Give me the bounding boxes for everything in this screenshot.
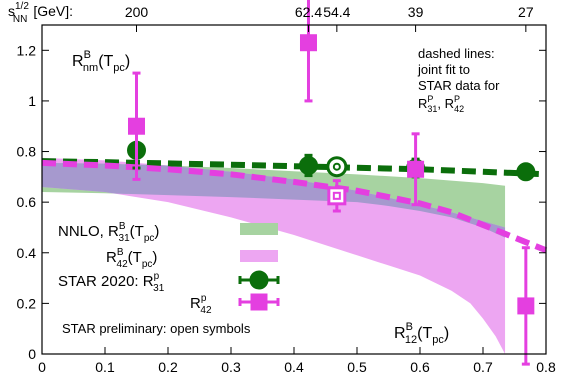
marker-circle <box>516 162 536 182</box>
legend-swatch-r42-band <box>240 250 278 262</box>
x-tick-label-6: 0.6 <box>410 359 430 375</box>
legend-marker-star-r31 <box>238 270 280 290</box>
legend-swatch-r31-band <box>240 223 278 235</box>
y-tick-label-4: 0.8 <box>17 144 37 160</box>
top-axis-label-sub: NN <box>13 14 27 25</box>
top-tick-label-4: 27 <box>518 4 534 20</box>
y-tick-label-5: 1 <box>28 93 36 109</box>
marker-square <box>407 160 425 178</box>
legend-square <box>250 293 268 311</box>
top-tick-label-1: 62.4 <box>295 4 322 20</box>
data-points <box>127 0 536 366</box>
point-r42-0 <box>128 71 145 181</box>
y-tick-label-6: 1.2 <box>17 42 37 58</box>
annotation-r12: RB 12(Tpc) <box>394 321 449 346</box>
axes: 0 0.1 0.2 0.3 0.4 0.5 0.6 0.7 0.8 0 0.2 0.4 0.6 0.8 1 1… <box>17 4 556 375</box>
marker-square-inner <box>332 191 341 200</box>
y-tick-label-3: 0.6 <box>17 194 37 210</box>
marker-square <box>299 34 317 52</box>
point-r31-4 <box>516 162 536 182</box>
legend-label-r42-band: RB 42(Tpc) <box>106 247 157 270</box>
x-tick-label-7: 0.7 <box>473 359 493 375</box>
top-tick-label-2: 54.4 <box>323 4 350 20</box>
marker-circle-inner <box>332 162 341 171</box>
x-tick-label-2: 0.2 <box>158 359 178 375</box>
dashed-note-line-4: RP 31, RP 42 <box>418 94 464 114</box>
point-r31-1 <box>298 153 318 178</box>
dashed-note-line-1: dashed lines: <box>418 46 495 61</box>
x-tick-label-3: 0.3 <box>221 359 241 375</box>
legend-marker-star-r42 <box>238 293 280 311</box>
legend-label-r31-band: NNLO, RB 31(Tpc) <box>58 221 159 244</box>
legend-circle <box>249 270 269 290</box>
legend-label-star-r31: STAR 2020: Rp 31 <box>58 271 165 294</box>
annotation-rnm: RB nm(Tpc) <box>72 49 130 74</box>
marker-square <box>517 297 535 315</box>
x-tick-label-8: 0.8 <box>536 359 556 375</box>
top-tick-label-3: 39 <box>408 4 424 20</box>
point-r42-4 <box>517 246 535 366</box>
dashed-note-line-2: joint fit to <box>417 62 470 77</box>
y-tick-label-0: 0 <box>28 346 36 362</box>
x-tick-label-5: 0.5 <box>347 359 367 375</box>
y-tick-label-2: 0.4 <box>17 245 37 261</box>
marker-circle <box>298 155 318 175</box>
x-tick-label-0: 0 <box>38 359 46 375</box>
x-tick-label-4: 0.4 <box>284 359 304 375</box>
top-axis-label-sup: 1/2 <box>15 1 29 12</box>
preliminary-note: STAR preliminary: open symbols <box>62 321 251 336</box>
band-r42 <box>42 157 506 354</box>
fit-line-0 <box>41 158 547 178</box>
prediction-bands <box>42 157 506 354</box>
x-tick-label-1: 0.1 <box>95 359 115 375</box>
y-tick-label-1: 0.2 <box>17 295 37 311</box>
dashed-note-line-3: STAR data for <box>418 78 500 93</box>
legend-label-star-r42: Rp 42 <box>190 293 212 316</box>
marker-square <box>327 186 347 206</box>
legend: NNLO, RB 31(Tpc) RB 42(Tpc) STAR 2020: Rp 3… <box>58 221 280 316</box>
fit-line-1 <box>41 159 548 254</box>
marker-circle <box>326 156 348 178</box>
top-axis-label-base: s <box>8 3 15 19</box>
top-axis-label: s1/2 NN [GeV]: <box>8 1 73 25</box>
marker-square <box>128 117 145 135</box>
top-tick-label-0: 200 <box>125 4 149 20</box>
point-r42-1 <box>299 0 317 103</box>
point-r31-2 <box>326 156 348 178</box>
fit-lines <box>41 158 548 254</box>
top-axis-label-unit: [GeV]: <box>33 3 73 19</box>
point-r42-2 <box>327 179 347 213</box>
point-r42-3 <box>407 132 425 207</box>
